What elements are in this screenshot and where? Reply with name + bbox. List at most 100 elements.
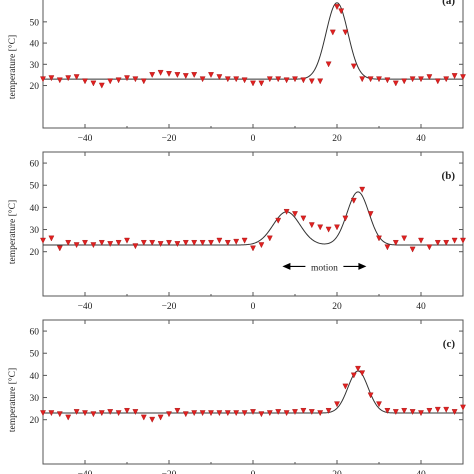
data-point [216,74,223,81]
panel-1: −40 −20 0 20 40 20 30 40 50 temperature [°C] (a) [7,0,466,144]
data-point [426,244,433,251]
data-point [65,75,72,82]
data-point [275,76,282,83]
data-point [409,246,416,253]
data-point [434,240,441,246]
data-point [392,409,399,415]
data-point [241,410,248,417]
data-point [300,77,307,84]
data-point [266,235,273,242]
data-point [392,240,399,246]
data-point [208,410,214,417]
data-point [157,69,164,76]
data-point [434,406,441,413]
data-point [182,73,189,80]
data-point [355,365,361,372]
x-tick-label: −20 [162,470,177,474]
x-tick-label: 20 [332,302,342,312]
data-point [426,74,433,81]
data-point [325,61,332,68]
data-point [241,237,248,244]
data-point [317,78,324,85]
data-point [98,410,105,417]
data-point [149,72,156,78]
x-tick-label: 20 [332,134,342,144]
data-point [107,78,114,85]
data-point [350,63,357,70]
motion-label-bg [305,259,344,273]
plot-frame [42,151,464,297]
data-point [124,237,130,244]
data-point [73,409,80,415]
data-point [359,186,366,193]
y-tick-label: 30 [30,226,40,236]
data-point [107,241,114,247]
y-tick-label: 40 [30,40,40,50]
y-tick-label: 20 [30,416,40,426]
y-tick-label: 30 [30,61,40,71]
data-point [65,414,72,421]
y-tick-label: 50 [30,350,40,360]
data-point [376,76,382,83]
y-tick-label: 20 [30,82,40,92]
data-point [107,409,114,415]
data-point [342,29,349,36]
motion-arrow: motion [282,259,367,273]
data-point [250,245,256,252]
data-point [401,408,408,414]
data-point [443,76,450,83]
data-point [40,76,46,83]
data-point [224,76,231,83]
data-point [401,78,408,85]
data-point [73,242,80,249]
motion-label: motion [311,263,338,273]
data-point [157,414,164,421]
data-point [132,409,139,415]
data-point [392,80,399,87]
data-point [367,76,374,83]
data-point [208,240,214,246]
data-point [384,77,391,84]
data-point [90,242,97,249]
data-point [40,237,46,244]
data-point [258,411,265,418]
plot-frame [42,0,464,129]
fit-curve [43,2,463,80]
y-tick-label: 60 [30,328,40,338]
data-point [443,240,450,246]
data-point [350,372,357,379]
data-point [292,211,298,218]
data-point [56,411,63,418]
data-point [342,383,349,390]
data-point [115,240,122,246]
data-point [266,410,273,417]
data-point [418,410,424,417]
data-point [325,226,332,233]
x-tick-label: 40 [416,302,426,312]
arrow-head-right [358,262,367,270]
data-point [174,241,181,247]
data-point [275,217,282,224]
data-point [216,237,223,244]
data-point [132,243,139,250]
data-point [460,404,466,411]
data-point [451,237,458,244]
data-point [115,77,122,84]
data-point [317,224,324,231]
data-point [166,240,172,246]
data-point [98,82,105,89]
data-point [275,409,282,415]
data-point [182,240,189,246]
data-point [90,411,97,418]
data-point [317,410,324,417]
arrow-head-left [282,262,291,270]
data-point [342,215,349,222]
x-tick-label: 0 [251,302,256,312]
data-point [376,235,382,242]
data-point [283,209,290,215]
data-point [367,211,374,218]
fit-curve [43,370,463,414]
data-point [191,240,198,246]
data-point [149,240,156,246]
x-tick-label: −40 [78,470,93,474]
